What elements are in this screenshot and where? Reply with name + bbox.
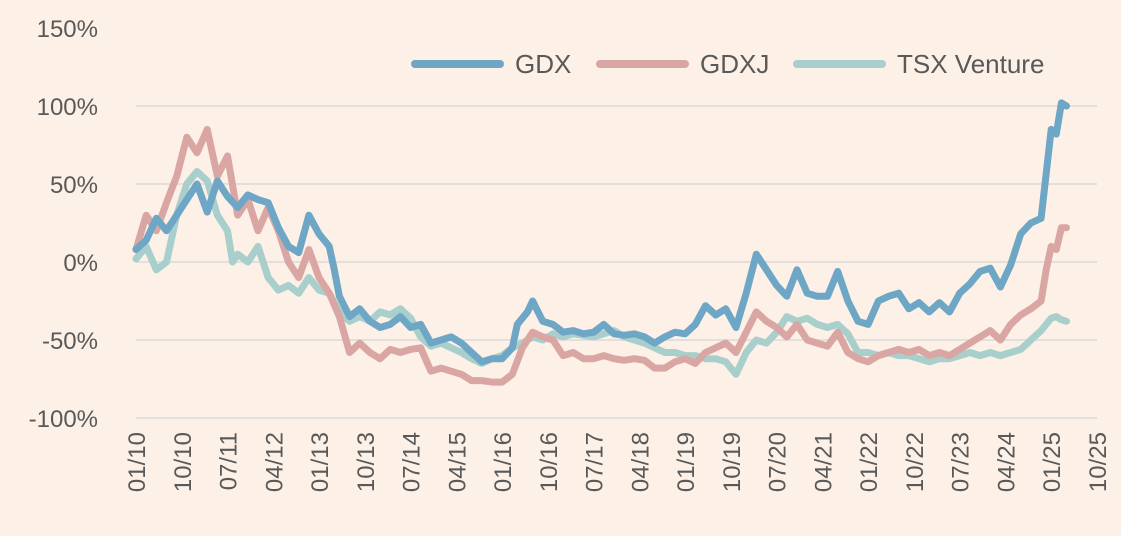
x-tick-label: 10/10 — [170, 432, 197, 492]
x-tick-label: 01/19 — [673, 432, 700, 492]
x-tick-label: 01/22 — [856, 432, 883, 492]
plot-area — [132, 99, 1070, 386]
x-tick-label: 01/25 — [1039, 432, 1066, 492]
y-axis: 150% 100% 50% 0% -50% -100% — [29, 16, 98, 433]
y-tick-label: 150% — [37, 16, 98, 43]
x-tick-label: 04/24 — [993, 432, 1020, 492]
legend: GDX GDXJ TSX Venture — [411, 49, 1044, 79]
x-tick-label: 01/10 — [124, 432, 151, 492]
x-tick-label: 07/11 — [216, 432, 243, 490]
x-tick-label: 04/12 — [261, 432, 288, 492]
x-tick-label: 04/15 — [444, 432, 471, 492]
series-line-gdx — [132, 99, 1070, 366]
legend-label-gdxj: GDXJ — [700, 49, 769, 79]
gridlines — [136, 105, 1097, 419]
x-tick-label: 10/16 — [536, 432, 563, 492]
y-tick-label: 50% — [50, 172, 98, 199]
x-tick-label: 10/13 — [353, 432, 380, 492]
legend-label-tsx-venture: TSX Venture — [897, 49, 1044, 79]
series-line-gdxj — [132, 125, 1070, 386]
x-tick-label: 07/14 — [399, 432, 426, 492]
x-tick-label: 07/20 — [765, 432, 792, 492]
y-tick-label: 100% — [37, 94, 98, 121]
x-axis: 01/10 10/10 07/11 04/12 01/13 10/13 07/14 04/15… — [124, 432, 1112, 492]
x-tick-label: 10/22 — [902, 432, 929, 492]
x-tick-label: 10/19 — [719, 432, 746, 492]
y-tick-label: -50% — [42, 328, 98, 355]
x-tick-label: 04/18 — [627, 432, 654, 492]
x-tick-label: 07/23 — [948, 432, 975, 492]
x-tick-label: 04/21 — [810, 432, 837, 492]
x-tick-label: 01/16 — [490, 432, 517, 492]
x-tick-label: 10/25 — [1085, 432, 1112, 492]
y-tick-label: 0% — [63, 250, 98, 277]
series-line-tsx-venture — [132, 168, 1070, 378]
legend-label-gdx: GDX — [515, 49, 571, 79]
x-tick-label: 01/13 — [307, 432, 334, 492]
y-tick-label: -100% — [29, 406, 98, 433]
x-tick-label: 07/17 — [582, 432, 609, 492]
